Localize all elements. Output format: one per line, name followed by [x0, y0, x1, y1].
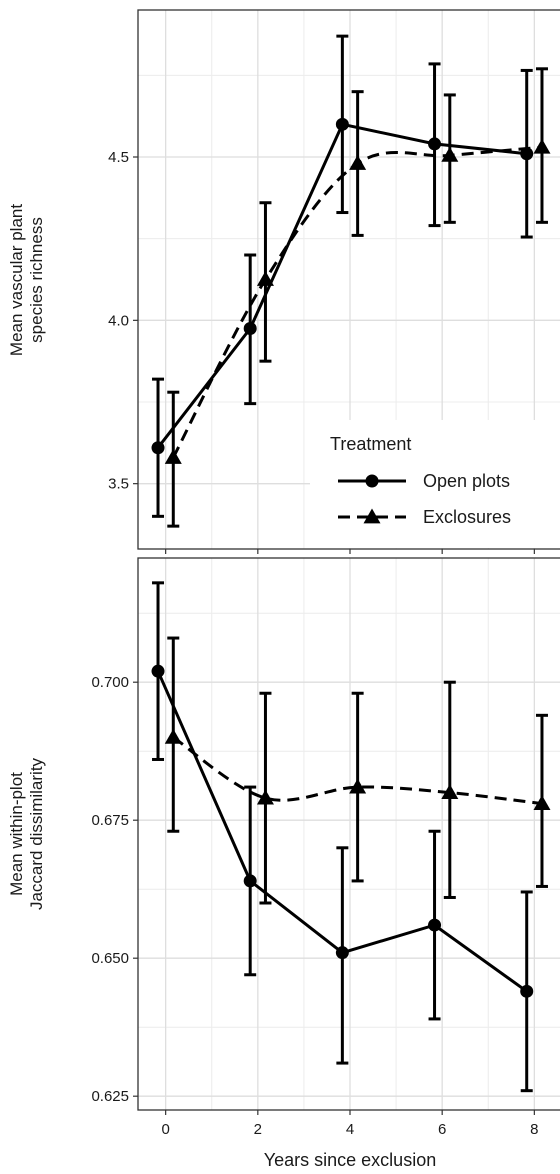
data-point-circle — [243, 874, 257, 888]
y-tick-label: 0.650 — [91, 950, 129, 967]
legend: Treatment Open plots Exclosures — [310, 420, 560, 548]
legend-key-triangle — [363, 508, 381, 524]
data-point-triangle — [256, 789, 274, 805]
data-point-triangle — [164, 728, 182, 744]
data-point-circle — [520, 984, 534, 998]
y-axis-title: Mean vascular plant — [7, 204, 26, 356]
y-axis-title: species richness — [27, 217, 46, 343]
data-point-triangle — [441, 784, 459, 799]
legend-item: Open plots — [338, 471, 510, 491]
data-point-triangle — [256, 271, 274, 286]
legend-item: Exclosures — [338, 507, 511, 527]
data-point-triangle — [441, 146, 459, 162]
x-tick-label: 4 — [346, 1121, 354, 1138]
series-line — [171, 145, 543, 459]
data-point-triangle — [533, 138, 551, 154]
y-tick-label: 0.700 — [91, 674, 129, 691]
y-tick-label: 3.5 — [108, 476, 129, 493]
data-point-triangle — [164, 449, 182, 464]
series-line — [172, 736, 543, 806]
data-point-circle — [520, 147, 534, 161]
data-point-circle — [335, 946, 349, 960]
data-point-triangle — [533, 795, 551, 811]
x-tick-label: 2 — [254, 1121, 262, 1138]
x-tick-label: 8 — [530, 1121, 538, 1138]
data-point-circle — [428, 137, 442, 151]
legend-label: Exclosures — [423, 507, 511, 527]
legend-label: Open plots — [423, 471, 510, 491]
legend-title: Treatment — [330, 434, 411, 454]
data-point-circle — [151, 441, 165, 455]
y-tick-label: 4.0 — [108, 312, 129, 329]
data-point-circle — [428, 918, 442, 932]
y-tick-label: 0.675 — [91, 812, 129, 829]
y-tick-label: 0.625 — [91, 1088, 129, 1105]
y-axis-title: Jaccard dissimilarity — [27, 757, 46, 910]
data-point-circle — [335, 117, 349, 131]
x-tick-label: 0 — [161, 1121, 169, 1138]
y-axis-title: Mean within-plot — [7, 772, 26, 896]
data-point-circle — [151, 664, 165, 678]
x-tick-label: 6 — [438, 1121, 446, 1138]
data-point-triangle — [349, 778, 367, 794]
legend-background — [310, 420, 560, 548]
data-point-triangle — [349, 155, 367, 170]
data-point-circle — [243, 322, 257, 335]
x-axis-title: Years since exclusion — [264, 1150, 436, 1170]
legend-key-circle — [365, 474, 379, 488]
y-tick-label: 4.5 — [108, 149, 129, 166]
dissimilarity-panel: 0.625 0.650 0.675 0.700 0 2 4 6 8 Mean within-plo… — [7, 557, 560, 1138]
